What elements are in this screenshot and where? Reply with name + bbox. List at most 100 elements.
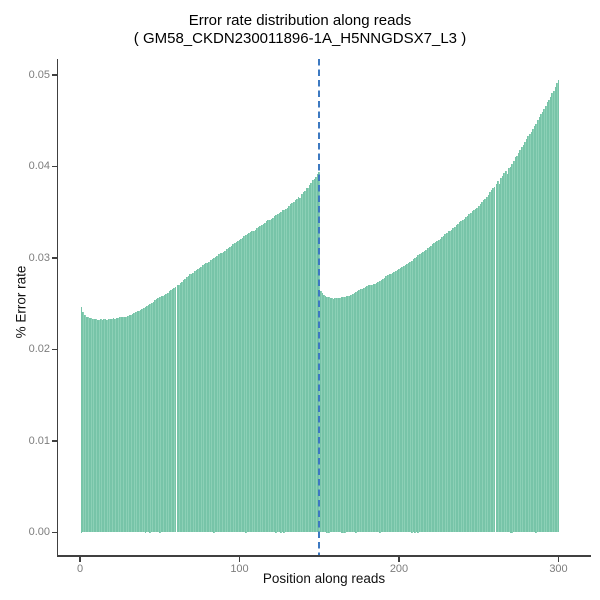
bar <box>457 224 459 533</box>
bar <box>195 269 198 533</box>
bar <box>286 207 289 533</box>
bar <box>487 194 490 533</box>
bar <box>186 277 188 533</box>
bar <box>535 123 537 533</box>
bar <box>96 320 99 533</box>
bar <box>294 200 297 533</box>
bar <box>353 292 356 533</box>
bar <box>463 218 466 533</box>
bar <box>489 192 491 533</box>
bar <box>329 298 332 533</box>
bar <box>521 147 523 533</box>
bar <box>291 203 293 533</box>
x-tick-mark <box>557 556 560 562</box>
bar <box>536 119 539 533</box>
y-tick-label: 0.05 <box>28 68 50 81</box>
bar <box>385 276 388 533</box>
bar <box>554 86 557 533</box>
bar <box>449 230 451 533</box>
bar <box>398 268 400 533</box>
bar <box>337 298 340 533</box>
bar <box>336 298 338 533</box>
bar <box>289 204 292 533</box>
bar <box>372 283 375 533</box>
bar <box>402 266 405 533</box>
bar <box>355 291 357 533</box>
bar <box>316 173 319 533</box>
bar <box>552 90 555 533</box>
bar <box>209 259 212 533</box>
bar <box>181 281 183 533</box>
bar <box>133 312 136 533</box>
bar <box>197 268 199 533</box>
bar <box>426 247 429 533</box>
bar <box>517 152 520 533</box>
bar <box>149 303 151 533</box>
bar <box>251 231 254 533</box>
bar <box>163 294 166 533</box>
bar <box>340 297 343 533</box>
bar <box>225 248 228 533</box>
bar <box>332 299 335 533</box>
bar <box>423 250 426 533</box>
bar <box>359 289 362 533</box>
bar <box>485 196 488 533</box>
bar <box>541 111 544 533</box>
bar <box>276 214 279 533</box>
bar <box>259 225 262 533</box>
bar <box>131 313 134 533</box>
bar <box>107 319 110 533</box>
bar <box>375 282 378 533</box>
bar <box>88 318 91 533</box>
bar <box>99 319 102 533</box>
bar <box>114 319 116 533</box>
bar <box>513 161 515 533</box>
x-tick-mark <box>238 556 241 562</box>
bar <box>125 316 128 533</box>
bar <box>505 171 507 533</box>
bar <box>213 258 215 533</box>
bar <box>171 289 174 533</box>
bar <box>261 225 263 533</box>
bar <box>93 319 96 533</box>
bar <box>166 292 169 533</box>
bar <box>364 287 367 533</box>
bar <box>540 114 542 533</box>
bar <box>532 128 534 533</box>
bar <box>347 295 349 533</box>
bar <box>112 318 115 533</box>
bar <box>351 293 354 533</box>
bar <box>506 173 509 533</box>
bar <box>150 302 153 533</box>
bar <box>139 310 142 533</box>
y-tick-label: 0.02 <box>28 343 50 355</box>
bar <box>493 186 496 533</box>
bar <box>190 273 193 533</box>
bar <box>342 297 344 533</box>
bar <box>549 96 552 533</box>
bar <box>103 319 105 533</box>
bar <box>245 235 247 533</box>
y-tick-mark <box>51 74 57 76</box>
bar <box>152 301 155 533</box>
bar <box>474 208 477 533</box>
bar <box>253 230 255 533</box>
bar <box>450 229 453 533</box>
bar <box>430 246 432 533</box>
y-tick-label: 0.03 <box>28 251 50 264</box>
bar <box>528 133 531 533</box>
bar <box>257 226 260 533</box>
bar <box>508 168 510 533</box>
bar <box>162 295 164 533</box>
bar <box>441 236 443 533</box>
y-axis-title: % Error rate <box>13 265 29 339</box>
bar <box>466 215 469 533</box>
bar <box>262 224 265 533</box>
bar <box>379 280 381 533</box>
bar <box>122 317 124 533</box>
bar <box>205 263 207 533</box>
bar <box>249 232 252 533</box>
bar <box>307 187 309 533</box>
bar <box>280 212 282 533</box>
bar <box>95 319 97 533</box>
